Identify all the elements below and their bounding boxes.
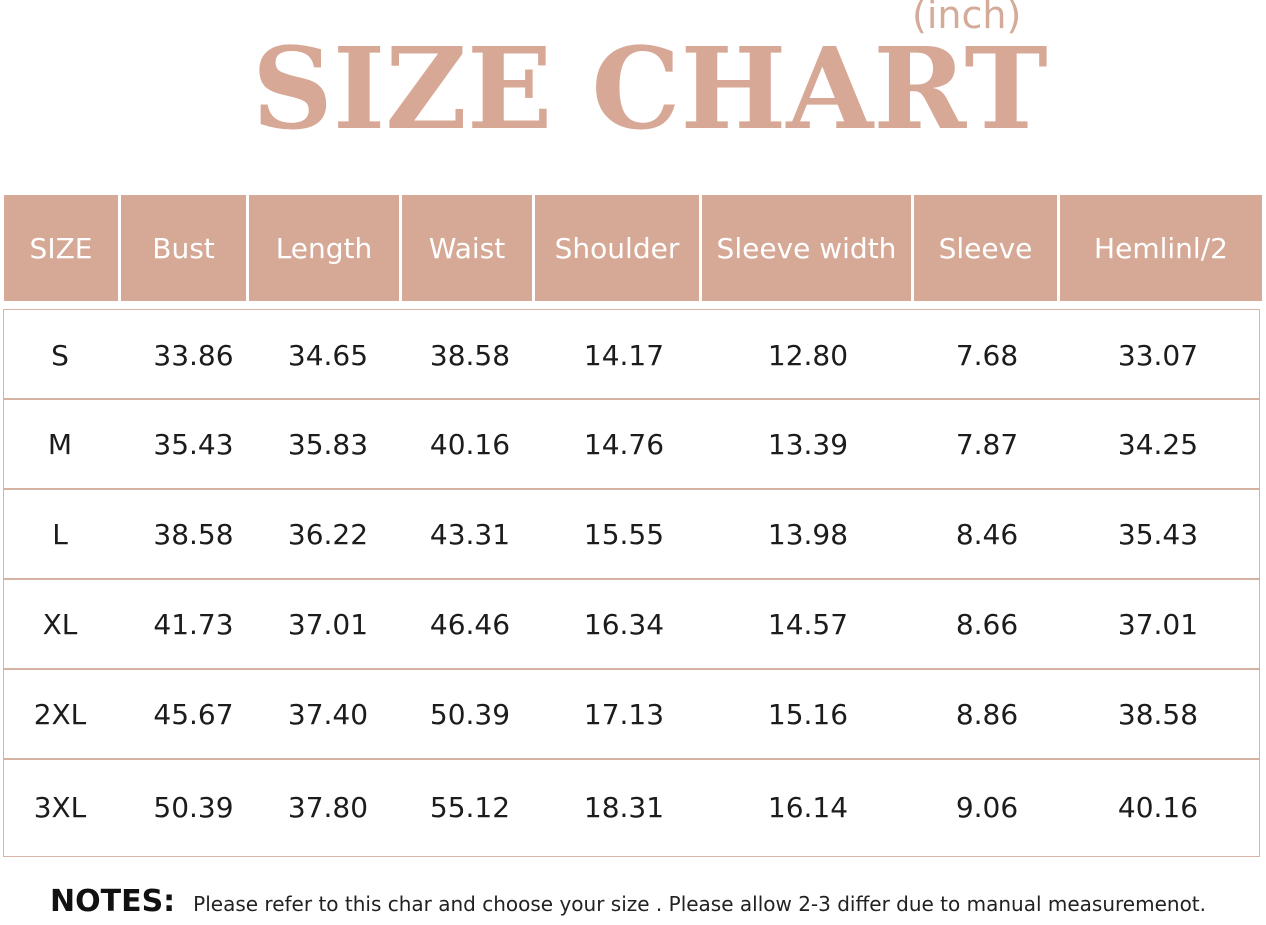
- table-row: 3XL 50.39 37.80 55.12 18.31 16.14 9.06 4…: [4, 758, 1259, 854]
- table-row: M 35.43 35.83 40.16 14.76 13.39 7.87 34.…: [4, 398, 1259, 488]
- cell-hemline: 38.58: [1117, 697, 1199, 731]
- cell-sleeve: 9.06: [955, 790, 1019, 824]
- table-row: XL 41.73 37.01 46.46 16.34 14.57 8.66 37…: [4, 578, 1259, 668]
- cell-hemline: 40.16: [1117, 790, 1199, 824]
- cell-length: 37.80: [287, 790, 369, 824]
- header-waist: Waist: [402, 195, 532, 301]
- cell-length: 34.65: [287, 338, 369, 372]
- cell-waist: 50.39: [429, 697, 511, 731]
- cell-size: XL: [42, 607, 78, 641]
- cell-size: L: [52, 517, 68, 551]
- cell-waist: 40.16: [429, 427, 511, 461]
- cell-bust: 50.39: [153, 790, 234, 824]
- header-shoulder: Shoulder: [535, 195, 699, 301]
- cell-shoulder: 18.31: [583, 790, 665, 824]
- cell-sleeve: 8.46: [955, 517, 1019, 551]
- cell-shoulder: 14.76: [583, 427, 665, 461]
- header-sleeve: Sleeve: [914, 195, 1057, 301]
- notes-text: Please refer to this char and choose you…: [193, 892, 1207, 916]
- cell-bust: 33.86: [153, 338, 234, 372]
- cell-bust: 35.43: [153, 427, 234, 461]
- cell-sleeve: 7.68: [955, 338, 1019, 372]
- table-row: S 33.86 34.65 38.58 14.17 12.80 7.68 33.…: [4, 310, 1259, 400]
- header-sleeve-width: Sleeve width: [702, 195, 911, 301]
- cell-shoulder: 16.34: [583, 607, 665, 641]
- cell-shoulder: 14.17: [583, 338, 665, 372]
- cell-size: 2XL: [33, 697, 87, 731]
- cell-hemline: 34.25: [1117, 427, 1199, 461]
- table-row: 2XL 45.67 37.40 50.39 17.13 15.16 8.86 3…: [4, 668, 1259, 758]
- cell-sleeve-width: 14.57: [767, 607, 849, 641]
- cell-size: 3XL: [33, 790, 87, 824]
- cell-size: M: [47, 427, 73, 461]
- header-hemline: Hemlinl/2: [1060, 195, 1262, 301]
- cell-length: 37.01: [287, 607, 369, 641]
- header-length: Length: [249, 195, 399, 301]
- header-size: SIZE: [4, 195, 118, 301]
- cell-sleeve: 8.86: [955, 697, 1019, 731]
- cell-length: 35.83: [287, 427, 369, 461]
- cell-length: 36.22: [287, 517, 369, 551]
- cell-sleeve: 8.66: [955, 607, 1019, 641]
- notes: NOTES: Please refer to this char and cho…: [50, 884, 1206, 919]
- cell-waist: 55.12: [429, 790, 511, 824]
- cell-bust: 41.73: [153, 607, 234, 641]
- notes-label: NOTES:: [50, 884, 176, 919]
- table-header-row: SIZE Bust Length Waist Shoulder Sleeve w…: [4, 195, 1262, 301]
- cell-hemline: 33.07: [1117, 338, 1199, 372]
- cell-sleeve-width: 12.80: [767, 338, 849, 372]
- unit-label: (inch): [912, 0, 1022, 37]
- cell-shoulder: 17.13: [583, 697, 665, 731]
- cell-bust: 45.67: [153, 697, 234, 731]
- cell-sleeve-width: 13.39: [767, 427, 849, 461]
- cell-bust: 38.58: [153, 517, 234, 551]
- cell-hemline: 37.01: [1117, 607, 1199, 641]
- cell-waist: 46.46: [429, 607, 511, 641]
- cell-sleeve-width: 13.98: [767, 517, 849, 551]
- table-row: L 38.58 36.22 43.31 15.55 13.98 8.46 35.…: [4, 488, 1259, 578]
- cell-shoulder: 15.55: [583, 517, 665, 551]
- cell-size: S: [51, 338, 69, 372]
- cell-sleeve: 7.87: [955, 427, 1019, 461]
- size-table-body: S 33.86 34.65 38.58 14.17 12.80 7.68 33.…: [3, 309, 1260, 857]
- cell-sleeve-width: 15.16: [767, 697, 849, 731]
- cell-length: 37.40: [287, 697, 369, 731]
- cell-sleeve-width: 16.14: [767, 790, 849, 824]
- cell-hemline: 35.43: [1117, 517, 1199, 551]
- page-title: SIZE CHART: [252, 24, 1048, 155]
- cell-waist: 38.58: [429, 338, 511, 372]
- cell-waist: 43.31: [429, 517, 511, 551]
- header-bust: Bust: [121, 195, 246, 301]
